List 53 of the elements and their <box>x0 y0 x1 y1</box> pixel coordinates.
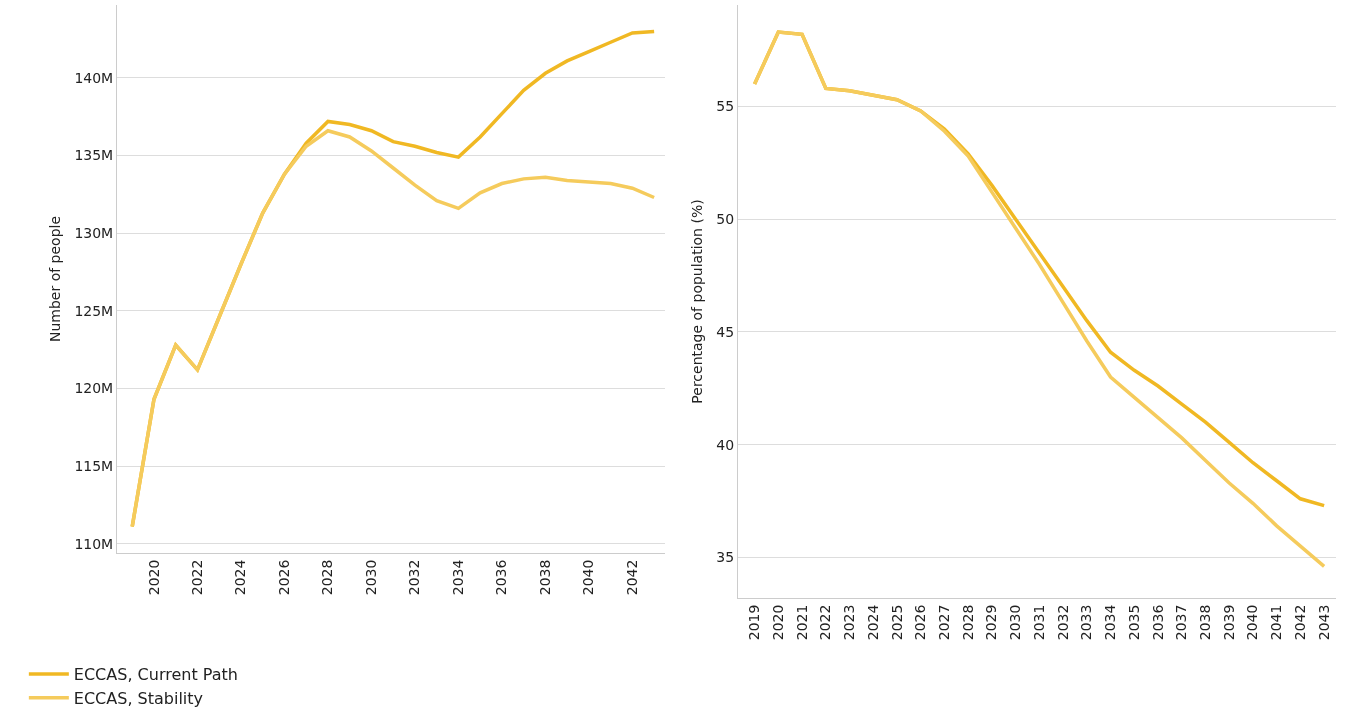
x-tick-label: 2039 <box>1220 604 1237 641</box>
x-tick-label: 2029 <box>983 604 1000 641</box>
y-tick-label: 125M <box>74 302 114 319</box>
x-tick-label: 2026 <box>275 559 292 596</box>
x-tick-label: 2022 <box>189 559 206 596</box>
x-tick-label: 2034 <box>1102 604 1119 641</box>
x-tick-label: 2043 <box>1315 604 1332 641</box>
x-tick-label: 2040 <box>1244 604 1261 641</box>
y-tick-label: 130M <box>74 225 114 242</box>
x-tick-label: 2041 <box>1268 604 1285 641</box>
x-tick-label: 2026 <box>912 604 929 641</box>
y-tick-label: 120M <box>74 380 114 397</box>
x-tick-label: 2024 <box>864 604 881 641</box>
x-tick-label: 2020 <box>145 559 162 596</box>
x-tick-label: 2030 <box>1007 604 1024 641</box>
x-tick-label: 2027 <box>936 604 952 641</box>
y-tick-label: 135M <box>74 147 114 164</box>
x-tick-label: 2032 <box>1054 604 1071 641</box>
legend-label: ECCAS, Stability <box>73 689 204 709</box>
x-tick-label: 2025 <box>888 604 905 641</box>
y-axis-title: Number of people <box>46 215 63 343</box>
y-tick-label: 50 <box>716 211 735 228</box>
y-tick-label: 55 <box>716 98 735 115</box>
legend-label: ECCAS, Current Path <box>73 665 238 685</box>
x-tick-label: 2040 <box>580 559 597 596</box>
x-tick-label: 2038 <box>536 559 553 596</box>
x-tick-label: 2036 <box>493 559 510 596</box>
x-tick-label: 2019 <box>746 604 763 641</box>
x-tick-label: 2031 <box>1030 604 1047 641</box>
y-tick-label: 45 <box>716 323 735 340</box>
y-tick-label: 40 <box>716 436 735 453</box>
x-tick-label: 2037 <box>1173 604 1190 641</box>
y-tick-label: 110M <box>74 535 114 552</box>
x-tick-label: 2042 <box>1291 604 1308 641</box>
x-tick-label: 2020 <box>769 604 786 641</box>
x-tick-label: 2033 <box>1078 604 1095 641</box>
x-tick-label: 2021 <box>793 604 810 641</box>
y-axis-title: Percentage of population (%) <box>688 199 705 404</box>
x-tick-label: 2032 <box>406 559 423 596</box>
x-tick-label: 2028 <box>319 559 336 596</box>
y-tick-label: 35 <box>716 549 735 566</box>
x-tick-label: 2028 <box>959 604 976 641</box>
y-tick-label: 115M <box>74 457 114 474</box>
x-tick-label: 2023 <box>841 604 858 641</box>
x-tick-label: 2022 <box>817 604 834 641</box>
x-tick-label: 2030 <box>362 559 379 596</box>
y-tick-label: 140M <box>74 69 114 86</box>
x-tick-label: 2034 <box>449 559 466 596</box>
x-tick-label: 2036 <box>1149 604 1166 641</box>
x-tick-label: 2038 <box>1197 604 1214 641</box>
x-tick-label: 2024 <box>232 559 249 596</box>
x-tick-label: 2042 <box>623 559 640 596</box>
x-tick-label: 2035 <box>1125 604 1142 641</box>
